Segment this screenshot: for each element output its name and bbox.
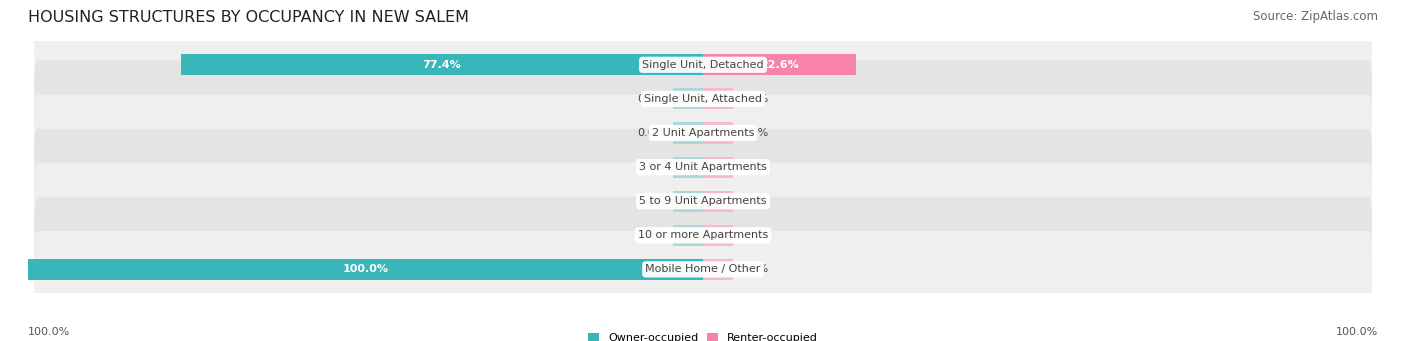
Bar xyxy=(703,54,855,75)
Text: 77.4%: 77.4% xyxy=(422,60,461,70)
Text: 100.0%: 100.0% xyxy=(1336,327,1378,337)
Text: 10 or more Apartments: 10 or more Apartments xyxy=(638,230,768,240)
FancyBboxPatch shape xyxy=(34,231,1372,308)
Text: 0.0%: 0.0% xyxy=(740,162,768,172)
Bar xyxy=(180,54,703,75)
Text: 0.0%: 0.0% xyxy=(638,196,666,206)
Bar xyxy=(703,122,734,144)
Legend: Owner-occupied, Renter-occupied: Owner-occupied, Renter-occupied xyxy=(588,333,818,341)
Text: 0.0%: 0.0% xyxy=(740,230,768,240)
Text: Source: ZipAtlas.com: Source: ZipAtlas.com xyxy=(1253,10,1378,23)
FancyBboxPatch shape xyxy=(34,94,1372,172)
Bar xyxy=(672,157,703,178)
Text: 0.0%: 0.0% xyxy=(638,162,666,172)
Bar xyxy=(703,259,734,280)
Bar xyxy=(703,225,734,246)
FancyBboxPatch shape xyxy=(34,60,1372,137)
Text: 100.0%: 100.0% xyxy=(343,264,388,275)
Bar xyxy=(672,191,703,212)
Bar xyxy=(672,88,703,109)
Bar xyxy=(672,225,703,246)
Text: 22.6%: 22.6% xyxy=(759,60,799,70)
Text: 0.0%: 0.0% xyxy=(638,128,666,138)
Text: 0.0%: 0.0% xyxy=(740,264,768,275)
Text: Single Unit, Attached: Single Unit, Attached xyxy=(644,94,762,104)
FancyBboxPatch shape xyxy=(34,163,1372,240)
Text: 100.0%: 100.0% xyxy=(28,327,70,337)
FancyBboxPatch shape xyxy=(34,26,1372,103)
Text: 5 to 9 Unit Apartments: 5 to 9 Unit Apartments xyxy=(640,196,766,206)
Text: 3 or 4 Unit Apartments: 3 or 4 Unit Apartments xyxy=(640,162,766,172)
Text: HOUSING STRUCTURES BY OCCUPANCY IN NEW SALEM: HOUSING STRUCTURES BY OCCUPANCY IN NEW S… xyxy=(28,10,470,25)
Bar xyxy=(703,88,734,109)
Text: 2 Unit Apartments: 2 Unit Apartments xyxy=(652,128,754,138)
Bar xyxy=(28,259,703,280)
Text: Mobile Home / Other: Mobile Home / Other xyxy=(645,264,761,275)
Text: 0.0%: 0.0% xyxy=(740,94,768,104)
Bar xyxy=(703,157,734,178)
Text: Single Unit, Detached: Single Unit, Detached xyxy=(643,60,763,70)
Text: 0.0%: 0.0% xyxy=(740,196,768,206)
FancyBboxPatch shape xyxy=(34,197,1372,274)
Text: 0.0%: 0.0% xyxy=(638,94,666,104)
FancyBboxPatch shape xyxy=(34,129,1372,206)
Text: 0.0%: 0.0% xyxy=(638,230,666,240)
Bar xyxy=(703,191,734,212)
Bar xyxy=(672,122,703,144)
Text: 0.0%: 0.0% xyxy=(740,128,768,138)
